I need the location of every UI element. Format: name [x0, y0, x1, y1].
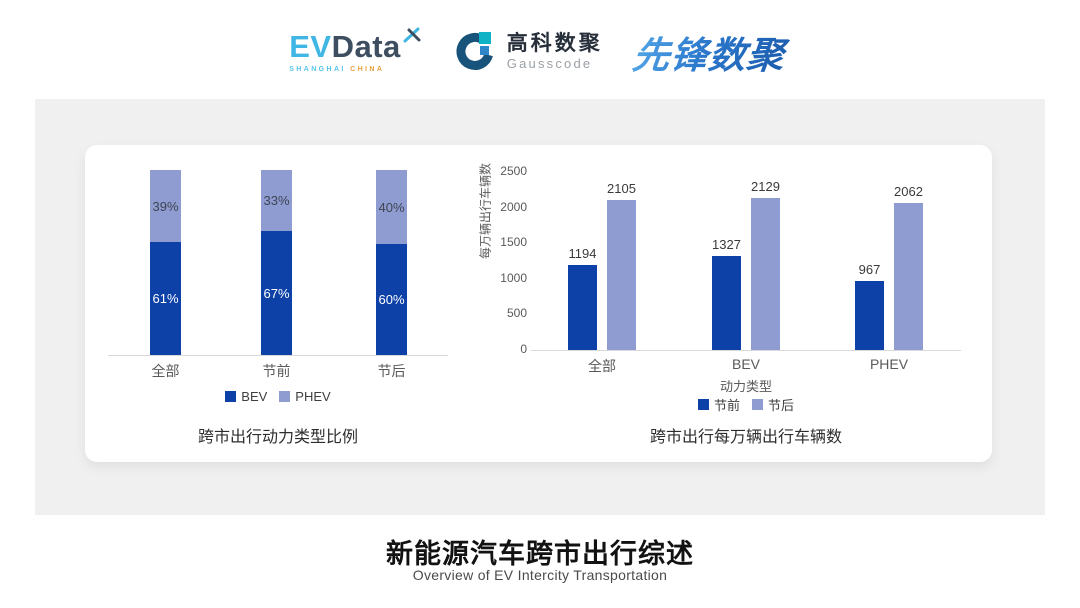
evdata-logo-data: Data: [331, 29, 401, 64]
value-label: 1194: [568, 246, 597, 261]
trips-per-10k-chart: 每万辆出行车辆数 0 500 1000 1500 2000 2500 1194 2105 13…: [455, 145, 975, 462]
tick-label: 500: [506, 306, 527, 321]
tick-label: 1000: [500, 270, 527, 285]
gausscode-name-cn: 高科数聚: [506, 32, 603, 56]
tick-label: 1500: [500, 235, 527, 250]
grouped-bar: [855, 281, 884, 350]
evdata-logo-ev: EV: [289, 29, 332, 64]
value-label: 2062: [894, 184, 923, 200]
legend-swatch: [697, 399, 709, 410]
grouped-bar: [894, 203, 923, 350]
bar-segment-bev: 61%: [150, 242, 181, 355]
legend-item: 节后: [752, 395, 794, 414]
gausscode-logo: 高科数聚 Gausscode: [452, 29, 603, 75]
legend-label: 节前: [713, 398, 740, 413]
value-label: 1327: [712, 236, 741, 252]
right-chart-categories: 全部 BEV PHEV: [531, 356, 961, 374]
left-chart-title: 跨市出行动力类型比例: [197, 429, 358, 446]
legend-swatch: [752, 399, 763, 410]
legend-label: BEV: [241, 389, 268, 404]
right-chart-x-axis-label: 动力类型: [719, 379, 772, 394]
bar-segment-bev: 67%: [261, 231, 292, 355]
value-label: 2105: [607, 181, 636, 197]
legend-label: PHEV: [295, 389, 331, 404]
grouped-bar: [607, 200, 636, 350]
grouped-bar: [712, 255, 741, 350]
page-title: 新能源汽车跨市出行综述: [386, 539, 694, 569]
right-chart-plot: 1194 2105 1327 2129 967 2062: [531, 172, 961, 351]
right-chart-legend: 节前 节后: [531, 395, 961, 414]
legend-item: PHEV: [279, 389, 331, 404]
page-subtitle: Overview of EV Intercity Transportation: [412, 567, 668, 583]
right-chart-y-ticks: 0 500 1000 1500 2000 2500: [455, 164, 527, 356]
power-type-ratio-chart: 39% 61% 33% 67% 40% 60% 全部 节前 节后 BEV PHEV 跨市出行动力…: [108, 145, 448, 462]
evdata-tagline: SHANGHAI CHINA: [289, 66, 385, 73]
right-chart-title: 跨市出行每万辆出行车辆数: [649, 429, 842, 446]
tick-label: 2000: [500, 199, 527, 214]
percent-label: 39%: [152, 198, 179, 214]
bar-segment-bev: 60%: [376, 244, 407, 355]
percent-label: 67%: [263, 285, 290, 301]
value-label: 2129: [751, 179, 780, 195]
stacked-bar: 40% 60%: [376, 170, 407, 355]
category-label: 节后: [377, 363, 406, 379]
percent-label: 60%: [378, 292, 405, 307]
legend-item: 节前: [697, 395, 740, 414]
bar-segment-phev: 39%: [150, 170, 181, 243]
evdata-logo: EV Data SHANGHAI CHINA: [289, 27, 422, 73]
gausscode-g-icon: [456, 32, 493, 70]
evdata-spark-icon: [403, 27, 421, 43]
xianfeng-logo: 先锋数聚: [630, 25, 794, 79]
legend-label: 节后: [768, 398, 795, 413]
category-label: 节前: [262, 363, 291, 379]
value-label: 967: [858, 262, 881, 278]
percent-label: 40%: [378, 199, 405, 215]
left-chart-legend: BEV PHEV: [108, 389, 448, 404]
grouped-bar: [751, 198, 780, 350]
grouped-bar: [568, 265, 597, 350]
percent-label: 61%: [152, 291, 179, 307]
header-logo-bar: EV Data SHANGHAI CHINA 高科数聚 Gausscode 先锋数…: [0, 20, 1080, 84]
category-label: 全部: [588, 358, 616, 374]
left-chart-categories: 全部 节前 节后: [108, 361, 448, 381]
tick-label: 2500: [500, 164, 527, 178]
stacked-bar: 39% 61%: [150, 170, 181, 355]
percent-label: 33%: [263, 193, 290, 209]
category-label: 全部: [151, 363, 180, 379]
legend-swatch: [225, 391, 237, 402]
bar-segment-phev: 40%: [376, 170, 407, 244]
legend-swatch: [279, 391, 291, 402]
stacked-bar: 33% 67%: [261, 170, 292, 355]
category-label: BEV: [731, 356, 760, 372]
bar-segment-phev: 33%: [261, 170, 292, 232]
gausscode-name-en: Gausscode: [506, 56, 593, 72]
charts-card: 39% 61% 33% 67% 40% 60% 全部 节前 节后 BEV PHEV 跨市出行动力…: [85, 145, 992, 462]
legend-item: BEV: [225, 389, 267, 404]
tick-label: 0: [520, 342, 527, 356]
category-label: PHEV: [869, 356, 909, 372]
left-chart-plot: 39% 61% 33% 67% 40% 60%: [108, 170, 448, 356]
